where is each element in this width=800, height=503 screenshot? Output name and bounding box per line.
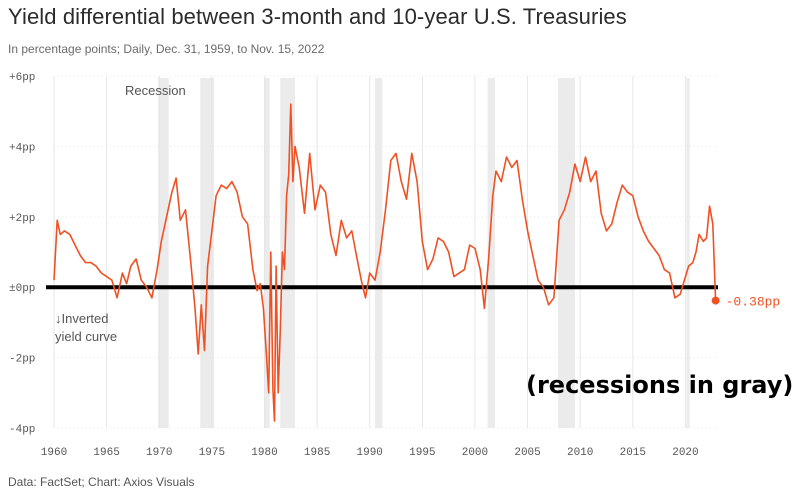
x-tick-label: 1995	[409, 447, 435, 459]
chart-source: Data: FactSet; Chart: Axios Visuals	[8, 475, 195, 489]
series-line	[53, 103, 717, 422]
recession-band	[487, 78, 495, 428]
recession-label: Recession	[125, 83, 186, 98]
x-axis-ticks: 1960 1965 1970 1975 1980 1985 1990 1995 2000 2005…	[41, 447, 699, 459]
x-tick-label: 1960	[41, 447, 67, 459]
recession-band	[264, 78, 270, 428]
x-tick-label: 1985	[304, 447, 330, 459]
end-point-marker	[711, 296, 720, 305]
recessions-note: (recessions in gray)	[526, 371, 793, 399]
inverted-label-line1: ↓Inverted	[55, 311, 108, 326]
recession-band	[158, 78, 169, 428]
x-tick-label: 1990	[357, 447, 383, 459]
x-tick-label: 1980	[251, 447, 277, 459]
chart-subtitle: In percentage points; Daily, Dec. 31, 19…	[8, 42, 325, 56]
recession-band	[280, 78, 295, 428]
x-tick-label: 1975	[199, 447, 225, 459]
y-tick-label: ±0pp	[9, 283, 35, 295]
x-tick-label: 2015	[620, 447, 646, 459]
recession-band	[558, 78, 575, 428]
recession-band	[686, 78, 690, 428]
x-tick-label: 2005	[514, 447, 540, 459]
y-tick-label: -2pp	[9, 354, 35, 366]
y-tick-label: +2pp	[9, 213, 35, 225]
recession-band	[374, 78, 383, 428]
end-value-label: -0.38pp	[726, 295, 781, 310]
x-tick-label: 1970	[146, 447, 172, 459]
recession-bands	[158, 78, 690, 428]
x-tick-label: 2010	[567, 447, 593, 459]
y-tick-label: +6pp	[9, 72, 35, 84]
x-tick-label: 2000	[462, 447, 488, 459]
y-tick-label: +4pp	[9, 142, 35, 154]
inverted-label-line2: yield curve	[55, 329, 117, 344]
y-axis-ticks: +6pp +4pp +2pp ±0pp -2pp -4pp	[9, 72, 717, 436]
x-tick-label: 1965	[93, 447, 119, 459]
y-tick-label: -4pp	[9, 424, 35, 436]
x-tick-label: 2020	[672, 447, 698, 459]
chart-title: Yield differential between 3-month and 1…	[8, 4, 627, 29]
